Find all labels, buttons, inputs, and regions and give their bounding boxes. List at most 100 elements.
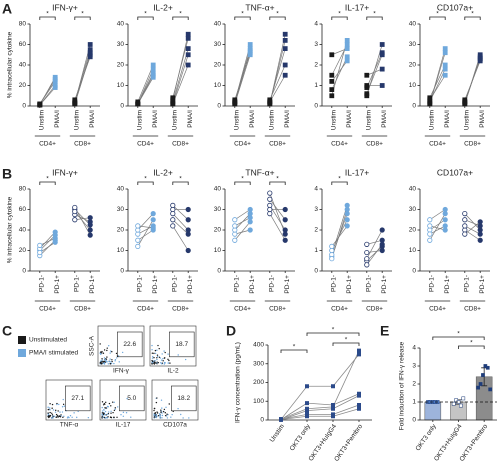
event-dot [69, 414, 72, 417]
event-dot [151, 362, 154, 364]
event-dot [155, 401, 158, 404]
donor-line [366, 68, 383, 76]
event-dot [161, 362, 163, 365]
data-point [72, 204, 78, 211]
event-dot [114, 360, 116, 362]
significance-star: * [179, 11, 182, 18]
legend-label: Unstimulated [29, 337, 67, 344]
y-tick-label: 40 [19, 227, 27, 234]
group-label: CD8+ [269, 141, 286, 148]
event-dot [156, 362, 158, 364]
event-dot [121, 351, 124, 354]
event-dot [101, 352, 103, 354]
data-point [52, 235, 58, 241]
significance-bar [331, 181, 348, 185]
y-tick-label: 10 [214, 247, 222, 254]
significance-bar [366, 16, 383, 20]
event-dot [154, 412, 156, 414]
data-point [357, 393, 361, 398]
donor-line [172, 205, 189, 221]
event-dot [110, 350, 112, 352]
event-dot [49, 411, 51, 414]
y-tick-label: 2 [314, 62, 318, 69]
group-label: CD8+ [464, 141, 481, 148]
data-point [364, 241, 370, 247]
x-tick-label: PD-1- [464, 275, 471, 292]
x-tick-label: PD-1- [234, 275, 241, 292]
data-point [331, 414, 335, 419]
significance-bar [332, 342, 360, 346]
x-tick-label: OKT3 only [415, 423, 439, 453]
event-dot [164, 412, 166, 414]
donor-line [74, 207, 91, 236]
data-point [267, 190, 273, 196]
event-dot [63, 415, 65, 418]
donor-line [172, 64, 189, 105]
event-dot [57, 416, 59, 418]
donor-line [137, 219, 154, 247]
event-dot [109, 358, 111, 360]
y-tick-label: 0 [260, 417, 264, 424]
event-dot [52, 415, 54, 417]
y-tick-label: 20 [409, 62, 417, 69]
y-tick-label: 40 [409, 186, 417, 193]
significance-star: * [293, 344, 296, 351]
donor-line [39, 87, 56, 106]
x-tick-label: PMA/I [479, 110, 486, 128]
data-point [37, 242, 43, 248]
data-point [185, 35, 191, 41]
event-dot [104, 358, 106, 361]
event-dot [87, 416, 90, 419]
donor-line [464, 221, 481, 235]
event-dot [53, 415, 56, 418]
y-tick-label: 20 [214, 62, 222, 69]
event-dot [106, 413, 109, 416]
y-tick-label: 3 [412, 363, 416, 370]
donor-line [429, 225, 446, 231]
data-point [72, 217, 78, 223]
data-point [150, 74, 156, 80]
event-dot [151, 357, 154, 359]
event-dot [167, 358, 169, 361]
donor-line [234, 209, 251, 221]
event-dot [114, 408, 116, 411]
event-dot [51, 412, 53, 415]
y-tick-label: 10 [409, 82, 417, 89]
data-point [364, 93, 370, 99]
significance-bar [429, 16, 446, 20]
donor-line [464, 58, 481, 103]
data-point [52, 85, 58, 90]
event-dot [156, 358, 158, 361]
x-tick-label: PD-1+ [54, 275, 61, 294]
event-dot [51, 417, 53, 419]
event-dot [188, 417, 190, 419]
event-dot [153, 352, 155, 355]
donor-line [464, 213, 481, 231]
data-point [232, 99, 238, 105]
data-point [247, 42, 253, 47]
event-dot [76, 416, 78, 419]
event-dot [153, 362, 155, 364]
y-axis-label: SSC-A [89, 335, 96, 356]
group-label: CD8+ [172, 306, 189, 313]
event-dot [102, 416, 104, 418]
donor-line [234, 50, 251, 105]
donor-line [429, 52, 446, 105]
significance-star: * [276, 176, 279, 183]
x-tick-label: PD-1+ [152, 275, 159, 294]
donor-line [234, 221, 251, 241]
donor-line [331, 44, 348, 76]
event-dot [167, 353, 169, 355]
event-dot [103, 357, 106, 359]
donor-line [429, 209, 446, 221]
event-dot [163, 363, 166, 365]
event-dot [101, 415, 103, 418]
donor-line [74, 44, 91, 104]
donor-line [280, 408, 360, 421]
event-dot [71, 416, 73, 419]
data-point [87, 227, 93, 233]
y-axis-label: IFN-γ concentration (pg/mL) [235, 342, 242, 423]
legend-label: PMA/I stimulated [29, 350, 79, 357]
event-dot [122, 415, 125, 418]
donor-line [280, 350, 360, 420]
